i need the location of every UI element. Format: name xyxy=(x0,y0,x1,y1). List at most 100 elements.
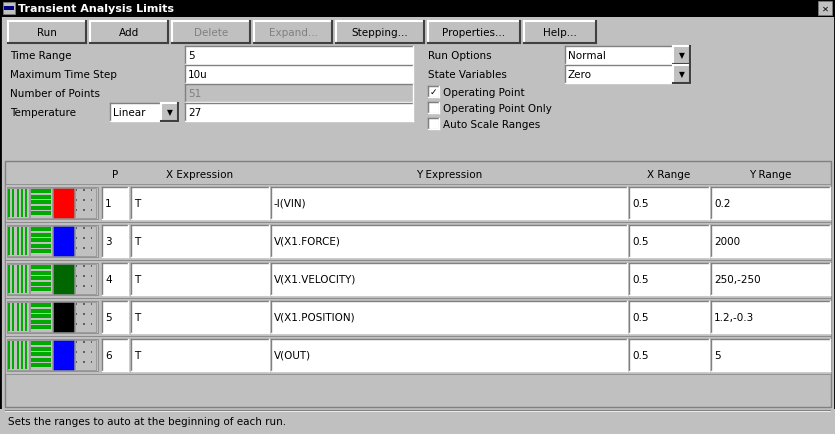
Text: P: P xyxy=(112,170,118,180)
Bar xyxy=(76,351,78,353)
Text: Temperature: Temperature xyxy=(10,108,76,118)
Text: 0.5: 0.5 xyxy=(632,274,649,284)
Bar xyxy=(185,47,413,65)
Bar xyxy=(90,285,92,287)
Text: Number of Points: Number of Points xyxy=(10,89,100,99)
Bar xyxy=(90,237,92,239)
Text: 5: 5 xyxy=(188,51,195,61)
Text: Operating Point: Operating Point xyxy=(443,87,524,97)
Bar xyxy=(31,265,50,270)
Text: 2000: 2000 xyxy=(714,237,740,247)
Text: 5: 5 xyxy=(105,312,112,322)
Bar xyxy=(21,341,23,369)
Bar xyxy=(271,263,627,295)
Text: Transient Analysis Limits: Transient Analysis Limits xyxy=(18,4,174,14)
Bar xyxy=(25,341,27,369)
Bar xyxy=(30,302,52,332)
Text: Add: Add xyxy=(119,28,139,38)
Bar xyxy=(90,303,92,305)
Bar xyxy=(90,275,92,277)
Bar xyxy=(75,188,96,218)
Text: Sets the ranges to auto at the beginning of each run.: Sets the ranges to auto at the beginning… xyxy=(8,416,286,426)
Bar xyxy=(8,227,10,256)
Text: 3: 3 xyxy=(105,237,112,247)
Bar xyxy=(25,265,27,293)
Bar xyxy=(102,263,128,295)
Bar xyxy=(76,275,78,277)
Bar xyxy=(711,339,830,371)
Bar xyxy=(17,265,18,293)
Bar xyxy=(8,341,10,369)
Text: 0.5: 0.5 xyxy=(632,312,649,322)
Bar xyxy=(53,340,73,370)
Bar xyxy=(31,227,50,231)
Text: 0.5: 0.5 xyxy=(632,198,649,208)
Bar xyxy=(90,341,92,343)
Bar xyxy=(8,302,29,332)
Bar xyxy=(711,187,830,220)
Bar xyxy=(818,2,832,16)
Bar xyxy=(25,303,27,331)
Bar xyxy=(7,263,98,295)
Bar xyxy=(76,303,78,305)
Bar xyxy=(90,351,92,353)
Bar xyxy=(185,104,413,122)
Bar xyxy=(53,188,73,218)
Bar xyxy=(25,227,27,256)
Bar xyxy=(8,22,86,44)
Text: Time Range: Time Range xyxy=(10,51,72,61)
Bar xyxy=(76,323,78,325)
Bar xyxy=(31,288,50,292)
Text: Expand...: Expand... xyxy=(269,28,317,38)
Bar xyxy=(102,301,128,333)
Text: ✓: ✓ xyxy=(430,88,438,97)
Bar xyxy=(90,361,92,363)
Bar xyxy=(3,3,15,15)
Bar xyxy=(31,271,50,275)
Text: 6: 6 xyxy=(105,350,112,360)
Bar xyxy=(13,303,14,331)
Bar xyxy=(629,263,709,295)
Text: V(X1.FORCE): V(X1.FORCE) xyxy=(274,237,341,247)
Bar xyxy=(17,341,18,369)
Bar xyxy=(161,104,178,122)
Text: ▼: ▼ xyxy=(679,51,685,60)
Bar xyxy=(131,301,269,333)
Bar xyxy=(31,244,50,248)
Bar xyxy=(90,200,92,201)
Bar xyxy=(31,326,50,329)
Bar xyxy=(8,190,10,217)
Bar xyxy=(131,339,269,371)
Bar xyxy=(76,237,78,239)
Bar xyxy=(336,22,424,44)
Text: 0.2: 0.2 xyxy=(714,198,731,208)
Bar xyxy=(673,47,690,65)
Bar xyxy=(31,347,50,351)
Bar xyxy=(75,227,96,256)
Text: 51: 51 xyxy=(188,89,201,99)
Bar xyxy=(428,103,439,114)
Text: Run Options: Run Options xyxy=(428,51,492,61)
Bar xyxy=(254,22,332,44)
Bar xyxy=(7,187,98,220)
Bar xyxy=(31,315,50,319)
Bar xyxy=(53,264,73,294)
Bar xyxy=(271,226,627,257)
Bar xyxy=(110,104,178,122)
Bar xyxy=(8,188,29,218)
Bar xyxy=(629,226,709,257)
Text: ▼: ▼ xyxy=(166,108,173,117)
Bar xyxy=(271,339,627,371)
Bar xyxy=(565,47,690,65)
Text: 250,-250: 250,-250 xyxy=(714,274,761,284)
Bar xyxy=(31,206,50,210)
Text: Linear: Linear xyxy=(113,108,145,118)
Text: 10u: 10u xyxy=(188,70,208,80)
Bar xyxy=(31,190,50,194)
Text: Y Range: Y Range xyxy=(749,170,792,180)
Bar xyxy=(76,285,78,287)
Text: T: T xyxy=(134,198,140,208)
Text: State Variables: State Variables xyxy=(428,70,507,80)
Bar xyxy=(25,190,27,217)
Bar xyxy=(4,7,14,11)
